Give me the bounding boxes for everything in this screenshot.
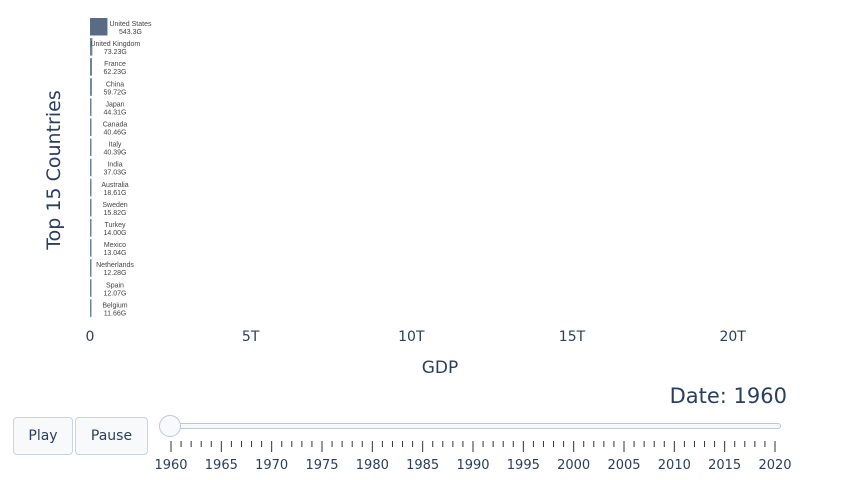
- x-tick-label: 10T: [398, 329, 425, 345]
- bar-category-label: Netherlands: [96, 262, 134, 269]
- bar: [90, 178, 92, 197]
- slider-year-label[interactable]: 1995: [506, 458, 540, 473]
- bar: [90, 299, 92, 317]
- bar: [90, 58, 92, 76]
- slider-year-label[interactable]: 1990: [456, 458, 490, 473]
- bar-value-label: 73.23G: [104, 49, 127, 56]
- slider-year-label[interactable]: 2000: [557, 458, 591, 473]
- year-slider-handle[interactable]: [159, 415, 181, 437]
- bar-category-label: India: [107, 162, 122, 169]
- x-tick-label: 0: [86, 329, 95, 345]
- slider-year-label[interactable]: 1985: [406, 458, 440, 473]
- bar-value-label: 40.39G: [104, 150, 127, 157]
- slider-year-label[interactable]: 2010: [657, 458, 691, 473]
- bar-category-label: Belgium: [102, 302, 127, 309]
- pause-button[interactable]: Pause: [75, 417, 148, 455]
- bar-value-label: 12.07G: [104, 290, 127, 297]
- bar: [90, 259, 92, 277]
- bar: [90, 219, 92, 237]
- x-axis-title: GDP: [422, 358, 459, 378]
- bar-value-label: 15.82G: [104, 210, 127, 217]
- bar-value-label: 59.72G: [104, 89, 127, 96]
- bar-value-label: 62.23G: [104, 69, 127, 76]
- bar: [90, 38, 93, 56]
- bar-category-label: Japan: [105, 101, 124, 108]
- bar: [90, 239, 92, 257]
- slider-year-label[interactable]: 2020: [758, 458, 792, 473]
- bar-category-label: Italy: [109, 142, 122, 149]
- slider-year-label[interactable]: 2005: [607, 458, 641, 473]
- bar-value-label: 37.03G: [104, 170, 127, 177]
- x-tick-label: 20T: [719, 329, 746, 345]
- bar-value-label: 11.66G: [104, 310, 126, 317]
- bar-value-label: 40.46G: [104, 130, 127, 137]
- y-axis-title: Top 15 Countries: [43, 90, 65, 250]
- bar: [90, 78, 92, 96]
- bar-value-label: 543.3G: [119, 29, 142, 36]
- slider-year-label[interactable]: 2015: [708, 458, 742, 473]
- bar-value-label: 18.61G: [104, 190, 127, 197]
- bar-category-label: Turkey: [104, 222, 126, 229]
- bar-category-label: Canada: [103, 122, 128, 129]
- x-axis-ticks: 0 5T 10T 15T 20T: [86, 329, 747, 345]
- slider-year-label[interactable]: 1965: [204, 458, 238, 473]
- slider-year-label[interactable]: 1970: [255, 458, 289, 473]
- bar-category-label: China: [106, 81, 124, 88]
- current-date-label: Date: 1960: [669, 384, 787, 408]
- bar-category-label: Mexico: [104, 242, 126, 249]
- bar-value-label: 12.28G: [104, 270, 127, 277]
- bar-category-label: United States: [109, 21, 152, 28]
- x-tick-label: 5T: [242, 329, 260, 345]
- bar: [90, 118, 92, 136]
- bar-value-label: 44.31G: [104, 109, 127, 116]
- bar-category-label: Sweden: [102, 202, 127, 209]
- bar: [90, 138, 92, 157]
- bar-category-label: France: [104, 61, 126, 68]
- play-button[interactable]: Play: [13, 417, 73, 455]
- bar-category-label: Spain: [106, 282, 124, 289]
- bar-category-label: Australia: [101, 182, 128, 189]
- bar-category-label: United Kingdom: [90, 41, 140, 48]
- bar-value-label: 14.00G: [104, 230, 127, 237]
- slider-year-label[interactable]: 1980: [355, 458, 389, 473]
- bar: [90, 18, 108, 36]
- slider-year-label[interactable]: 1975: [305, 458, 339, 473]
- bar: [90, 98, 92, 116]
- bar: [90, 279, 92, 297]
- bar: [90, 158, 92, 177]
- bar: [90, 198, 92, 217]
- x-tick-label: 15T: [559, 329, 586, 345]
- bar-value-label: 13.04G: [104, 250, 127, 257]
- slider-year-label[interactable]: 1960: [154, 458, 188, 473]
